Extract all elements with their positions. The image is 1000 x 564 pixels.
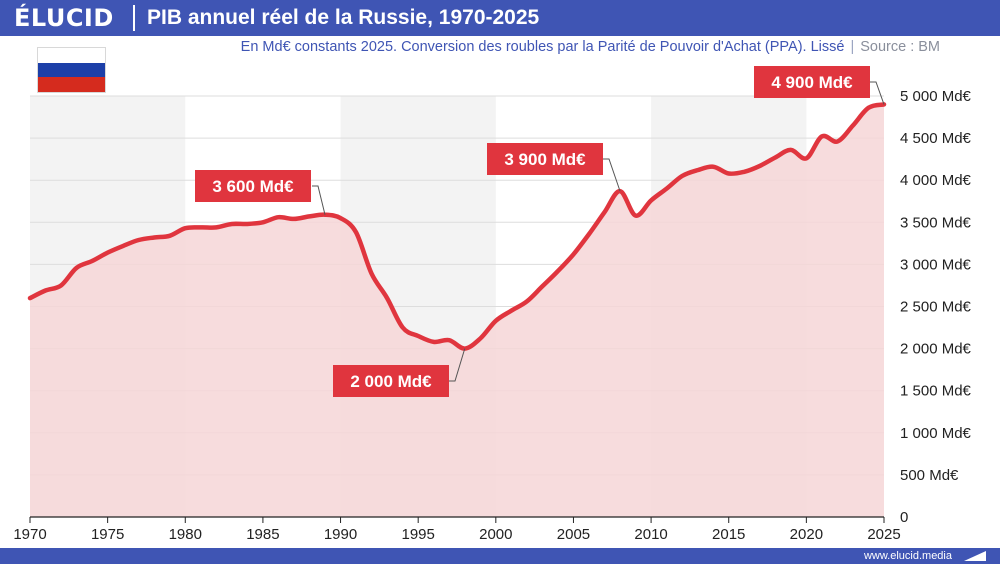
x-tick-label: 1990 [324,526,357,543]
x-tick-label: 2005 [557,526,590,543]
y-tick-label: 500 Md€ [900,467,959,484]
x-tick-label: 1980 [169,526,202,543]
y-tick-label: 1 500 Md€ [900,383,972,400]
annotation-box [754,66,870,98]
y-tick-label: 3 500 Md€ [900,214,972,231]
subtitle-text: En Md€ constants 2025. Conversion des ro… [240,39,845,55]
header-bar: ÉLUCID PIB annuel réel de la Russie, 197… [0,0,1000,36]
flag-stripe-blue [38,62,105,78]
y-tick-label: 4 500 Md€ [900,130,972,147]
x-tick-label: 1970 [13,526,46,543]
subtitle-separator: | [850,39,855,55]
annotation-label: 2 000 Md€ [350,372,432,391]
annotation-label: 3 600 Md€ [212,177,294,196]
russia-flag-icon [38,48,105,92]
annotation-box [487,143,603,175]
annotation-leader [603,158,621,192]
brand-logo: ÉLUCID [14,4,114,32]
annotation-label: 4 900 Md€ [771,73,853,92]
source-label: Source : BM [860,39,940,55]
y-tick-label: 2 500 Md€ [900,299,972,316]
x-tick-label: 2000 [479,526,512,543]
annotation-leader [870,81,885,105]
y-tick-label: 0 [900,509,908,526]
footer-logo-icon [964,551,986,561]
x-tick-label: 2020 [790,526,823,543]
y-tick-label: 2 000 Md€ [900,341,972,358]
x-tick-label: 2025 [867,526,900,543]
y-tick-label: 1 000 Md€ [900,425,972,442]
y-tick-label: 3 000 Md€ [900,256,972,273]
chart-subtitle: En Md€ constants 2025. Conversion des ro… [0,37,940,57]
annotation-box [195,170,311,202]
flag-stripe-red [38,77,105,92]
gdp-area-fill [30,104,884,518]
footer-url: www.elucid.media [863,550,952,562]
x-tick-label: 1995 [401,526,434,543]
footer-bar: www.elucid.media [0,548,1000,564]
x-tick-label: 2010 [634,526,667,543]
x-tick-label: 2015 [712,526,745,543]
annotation-leader [312,185,326,215]
header-divider [133,5,135,31]
chart-title: PIB annuel réel de la Russie, 1970-2025 [147,6,540,29]
annotation-label: 3 900 Md€ [504,150,586,169]
x-tick-label: 1975 [91,526,124,543]
annotation-leader [449,348,466,382]
gdp-series-line [27,102,887,351]
y-tick-label: 5 000 Md€ [900,88,972,105]
x-tick-label: 1985 [246,526,279,543]
annotation-box [333,365,449,397]
gdp-area-chart: 1970 1975 1980 1985 1990 1995 2000 2005 2010 2015… [13,66,972,543]
y-tick-label: 4 000 Md€ [900,172,972,189]
flag-stripe-white [38,48,105,63]
